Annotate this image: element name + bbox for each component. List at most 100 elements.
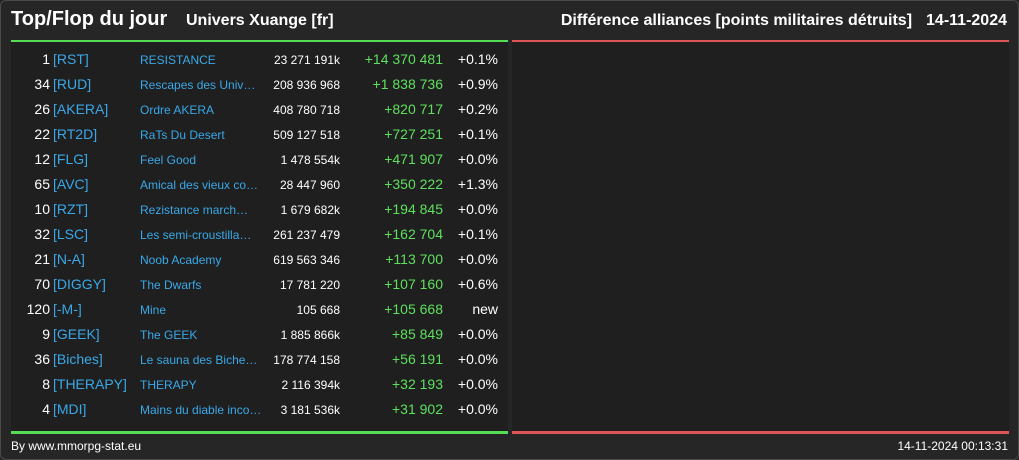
alliance-points: 105 668 bbox=[296, 303, 340, 317]
alliance-tag-link[interactable]: [RT2D] bbox=[53, 126, 98, 142]
alliance-points: 23 271 191k bbox=[273, 53, 340, 67]
points-difference: +105 668 bbox=[384, 301, 443, 317]
table-row: 12 [FLG] Feel Good 1 478 554k +471 907 +0.0% bbox=[11, 147, 508, 172]
percent-change: +0.1% bbox=[457, 226, 498, 242]
alliance-rank: 120 bbox=[26, 301, 50, 317]
points-difference: +350 222 bbox=[384, 176, 443, 192]
alliance-rank: 1 bbox=[42, 51, 50, 67]
percent-change: +0.9% bbox=[457, 76, 498, 92]
alliance-rank: 8 bbox=[42, 376, 50, 392]
top-list: 1 [RST] RESISTANCE 23 271 191k +14 370 481 +0… bbox=[11, 47, 508, 422]
alliance-rank: 21 bbox=[34, 251, 50, 267]
alliance-name-link[interactable]: Noob Academy bbox=[140, 253, 222, 267]
universe-label: Univers Xuange [fr] bbox=[186, 12, 334, 29]
alliance-tag-link[interactable]: [AKERA] bbox=[53, 101, 109, 117]
alliance-points: 619 563 346 bbox=[273, 253, 340, 267]
alliance-rank: 26 bbox=[34, 101, 50, 117]
percent-change: +0.0% bbox=[457, 401, 498, 417]
alliance-name-link[interactable]: Rezistance march… bbox=[140, 203, 249, 217]
alliance-tag-link[interactable]: [LSC] bbox=[53, 226, 89, 242]
alliance-rank: 32 bbox=[34, 226, 50, 242]
table-row: 26 [AKERA] Ordre AKERA 408 780 718 +820 717 +… bbox=[11, 97, 508, 122]
percent-change: new bbox=[472, 301, 498, 317]
points-difference: +32 193 bbox=[392, 376, 443, 392]
table-row: 70 [DIGGY] The Dwarfs 17 781 220 +107 160 +0.… bbox=[11, 272, 508, 297]
alliance-tag-link[interactable]: [RUD] bbox=[53, 76, 92, 92]
table-row: 10 [RZT] Rezistance march… 1 679 682k +194 8… bbox=[11, 197, 508, 222]
points-difference: +162 704 bbox=[384, 226, 443, 242]
header-date: 14-11-2024 bbox=[926, 12, 1007, 29]
top-panel-accent-top bbox=[11, 40, 508, 43]
table-row: 36 [Biches] Le sauna des Biche… 178 774 158… bbox=[11, 347, 508, 372]
page-title: Top/Flop du jour bbox=[11, 8, 168, 30]
alliance-tag-link[interactable]: [DIGGY] bbox=[53, 276, 106, 292]
header-right: Différence alliances [points militaires … bbox=[561, 12, 1007, 30]
alliance-name-link[interactable]: Feel Good bbox=[140, 153, 197, 167]
top-panel: 1 [RST] RESISTANCE 23 271 191k +14 370 481 +0… bbox=[11, 42, 508, 433]
footer-timestamp: 14-11-2024 00:13:31 bbox=[897, 439, 1008, 453]
alliance-name-link[interactable]: Rescapes des Univ… bbox=[140, 78, 256, 92]
table-row: 22 [RT2D] RaTs Du Desert 509 127 518 +727 25… bbox=[11, 122, 508, 147]
alliance-rank: 9 bbox=[42, 326, 50, 342]
header: Top/Flop du jour Univers Xuange [fr] Dif… bbox=[0, 0, 1019, 40]
subject-label: Différence alliances [points militaires … bbox=[560, 12, 913, 29]
points-difference: +471 907 bbox=[384, 151, 443, 167]
table-row: 65 [AVC] Amical des vieux co… 28 447 960 +35… bbox=[11, 172, 508, 197]
alliance-name-link[interactable]: Mains du diable inco… bbox=[140, 403, 262, 417]
alliance-tag-link[interactable]: [-M-] bbox=[53, 301, 82, 317]
alliance-tag-link[interactable]: [MDI] bbox=[53, 401, 87, 417]
alliance-tag-link[interactable]: [THERAPY] bbox=[53, 376, 127, 392]
table-row: 21 [N-A] Noob Academy 619 563 346 +113 700 +0… bbox=[11, 247, 508, 272]
alliance-points: 509 127 518 bbox=[273, 128, 340, 142]
alliance-rank: 34 bbox=[34, 76, 50, 92]
points-difference: +194 845 bbox=[384, 201, 443, 217]
points-difference: +56 191 bbox=[392, 351, 443, 367]
points-difference: +727 251 bbox=[384, 126, 443, 142]
alliance-name-link[interactable]: The GEEK bbox=[140, 328, 198, 342]
alliance-rank: 12 bbox=[34, 151, 50, 167]
alliance-name-link[interactable]: Ordre AKERA bbox=[140, 103, 215, 117]
alliance-points: 3 181 536k bbox=[280, 403, 340, 417]
alliance-rank: 36 bbox=[34, 351, 50, 367]
flop-panel-accent-bottom bbox=[512, 431, 1009, 434]
table-row: 34 [RUD] Rescapes des Univ… 208 936 968 +1 8… bbox=[11, 72, 508, 97]
table-row: 32 [LSC] Les semi-croustilla… 261 237 479 +1… bbox=[11, 222, 508, 247]
alliance-name-link[interactable]: Amical des vieux co… bbox=[140, 178, 259, 192]
alliance-tag-link[interactable]: [N-A] bbox=[53, 251, 85, 267]
alliance-rank: 10 bbox=[34, 201, 50, 217]
table-row: 8 [THERAPY] THERAPY 2 116 394k +32 193 +0.0% bbox=[11, 372, 508, 397]
points-difference: +820 717 bbox=[384, 101, 443, 117]
points-difference: +107 160 bbox=[384, 276, 443, 292]
credit-link[interactable]: By www.mmorpg-stat.eu bbox=[11, 439, 142, 453]
percent-change: +0.1% bbox=[457, 51, 498, 67]
alliance-tag-link[interactable]: [RZT] bbox=[53, 201, 88, 217]
alliance-rank: 65 bbox=[34, 176, 50, 192]
table-row: 120 [-M-] Mine 105 668 +105 668 new bbox=[11, 297, 508, 322]
alliance-name-link[interactable]: Le sauna des Biche… bbox=[140, 353, 258, 367]
top-panel-accent-bottom bbox=[11, 431, 508, 434]
percent-change: +0.1% bbox=[457, 126, 498, 142]
alliance-name-link[interactable]: Mine bbox=[140, 303, 167, 317]
table-row: 1 [RST] RESISTANCE 23 271 191k +14 370 481 +0… bbox=[11, 47, 508, 72]
points-difference: +1 838 736 bbox=[372, 76, 443, 92]
percent-change: +0.0% bbox=[457, 251, 498, 267]
alliance-name-link[interactable]: RaTs Du Desert bbox=[140, 128, 225, 142]
alliance-name-link[interactable]: The Dwarfs bbox=[140, 278, 202, 292]
alliance-tag-link[interactable]: [Biches] bbox=[53, 351, 103, 367]
percent-change: +0.6% bbox=[457, 276, 498, 292]
alliance-name-link[interactable]: THERAPY bbox=[140, 378, 197, 392]
alliance-tag-link[interactable]: [GEEK] bbox=[53, 326, 100, 342]
alliance-tag-link[interactable]: [AVC] bbox=[53, 176, 89, 192]
points-difference: +113 700 bbox=[385, 251, 443, 267]
alliance-tag-link[interactable]: [FLG] bbox=[53, 151, 89, 167]
alliance-tag-link[interactable]: [RST] bbox=[53, 51, 89, 67]
alliance-name-link[interactable]: Les semi-croustilla… bbox=[140, 228, 252, 242]
alliance-rank: 22 bbox=[34, 126, 50, 142]
percent-change: +0.0% bbox=[457, 201, 498, 217]
percent-change: +0.0% bbox=[457, 351, 498, 367]
points-difference: +85 849 bbox=[392, 326, 443, 342]
alliance-rank: 4 bbox=[42, 401, 50, 417]
percent-change: +0.0% bbox=[457, 376, 498, 392]
alliance-points: 208 936 968 bbox=[273, 78, 340, 92]
alliance-name-link[interactable]: RESISTANCE bbox=[140, 53, 216, 67]
